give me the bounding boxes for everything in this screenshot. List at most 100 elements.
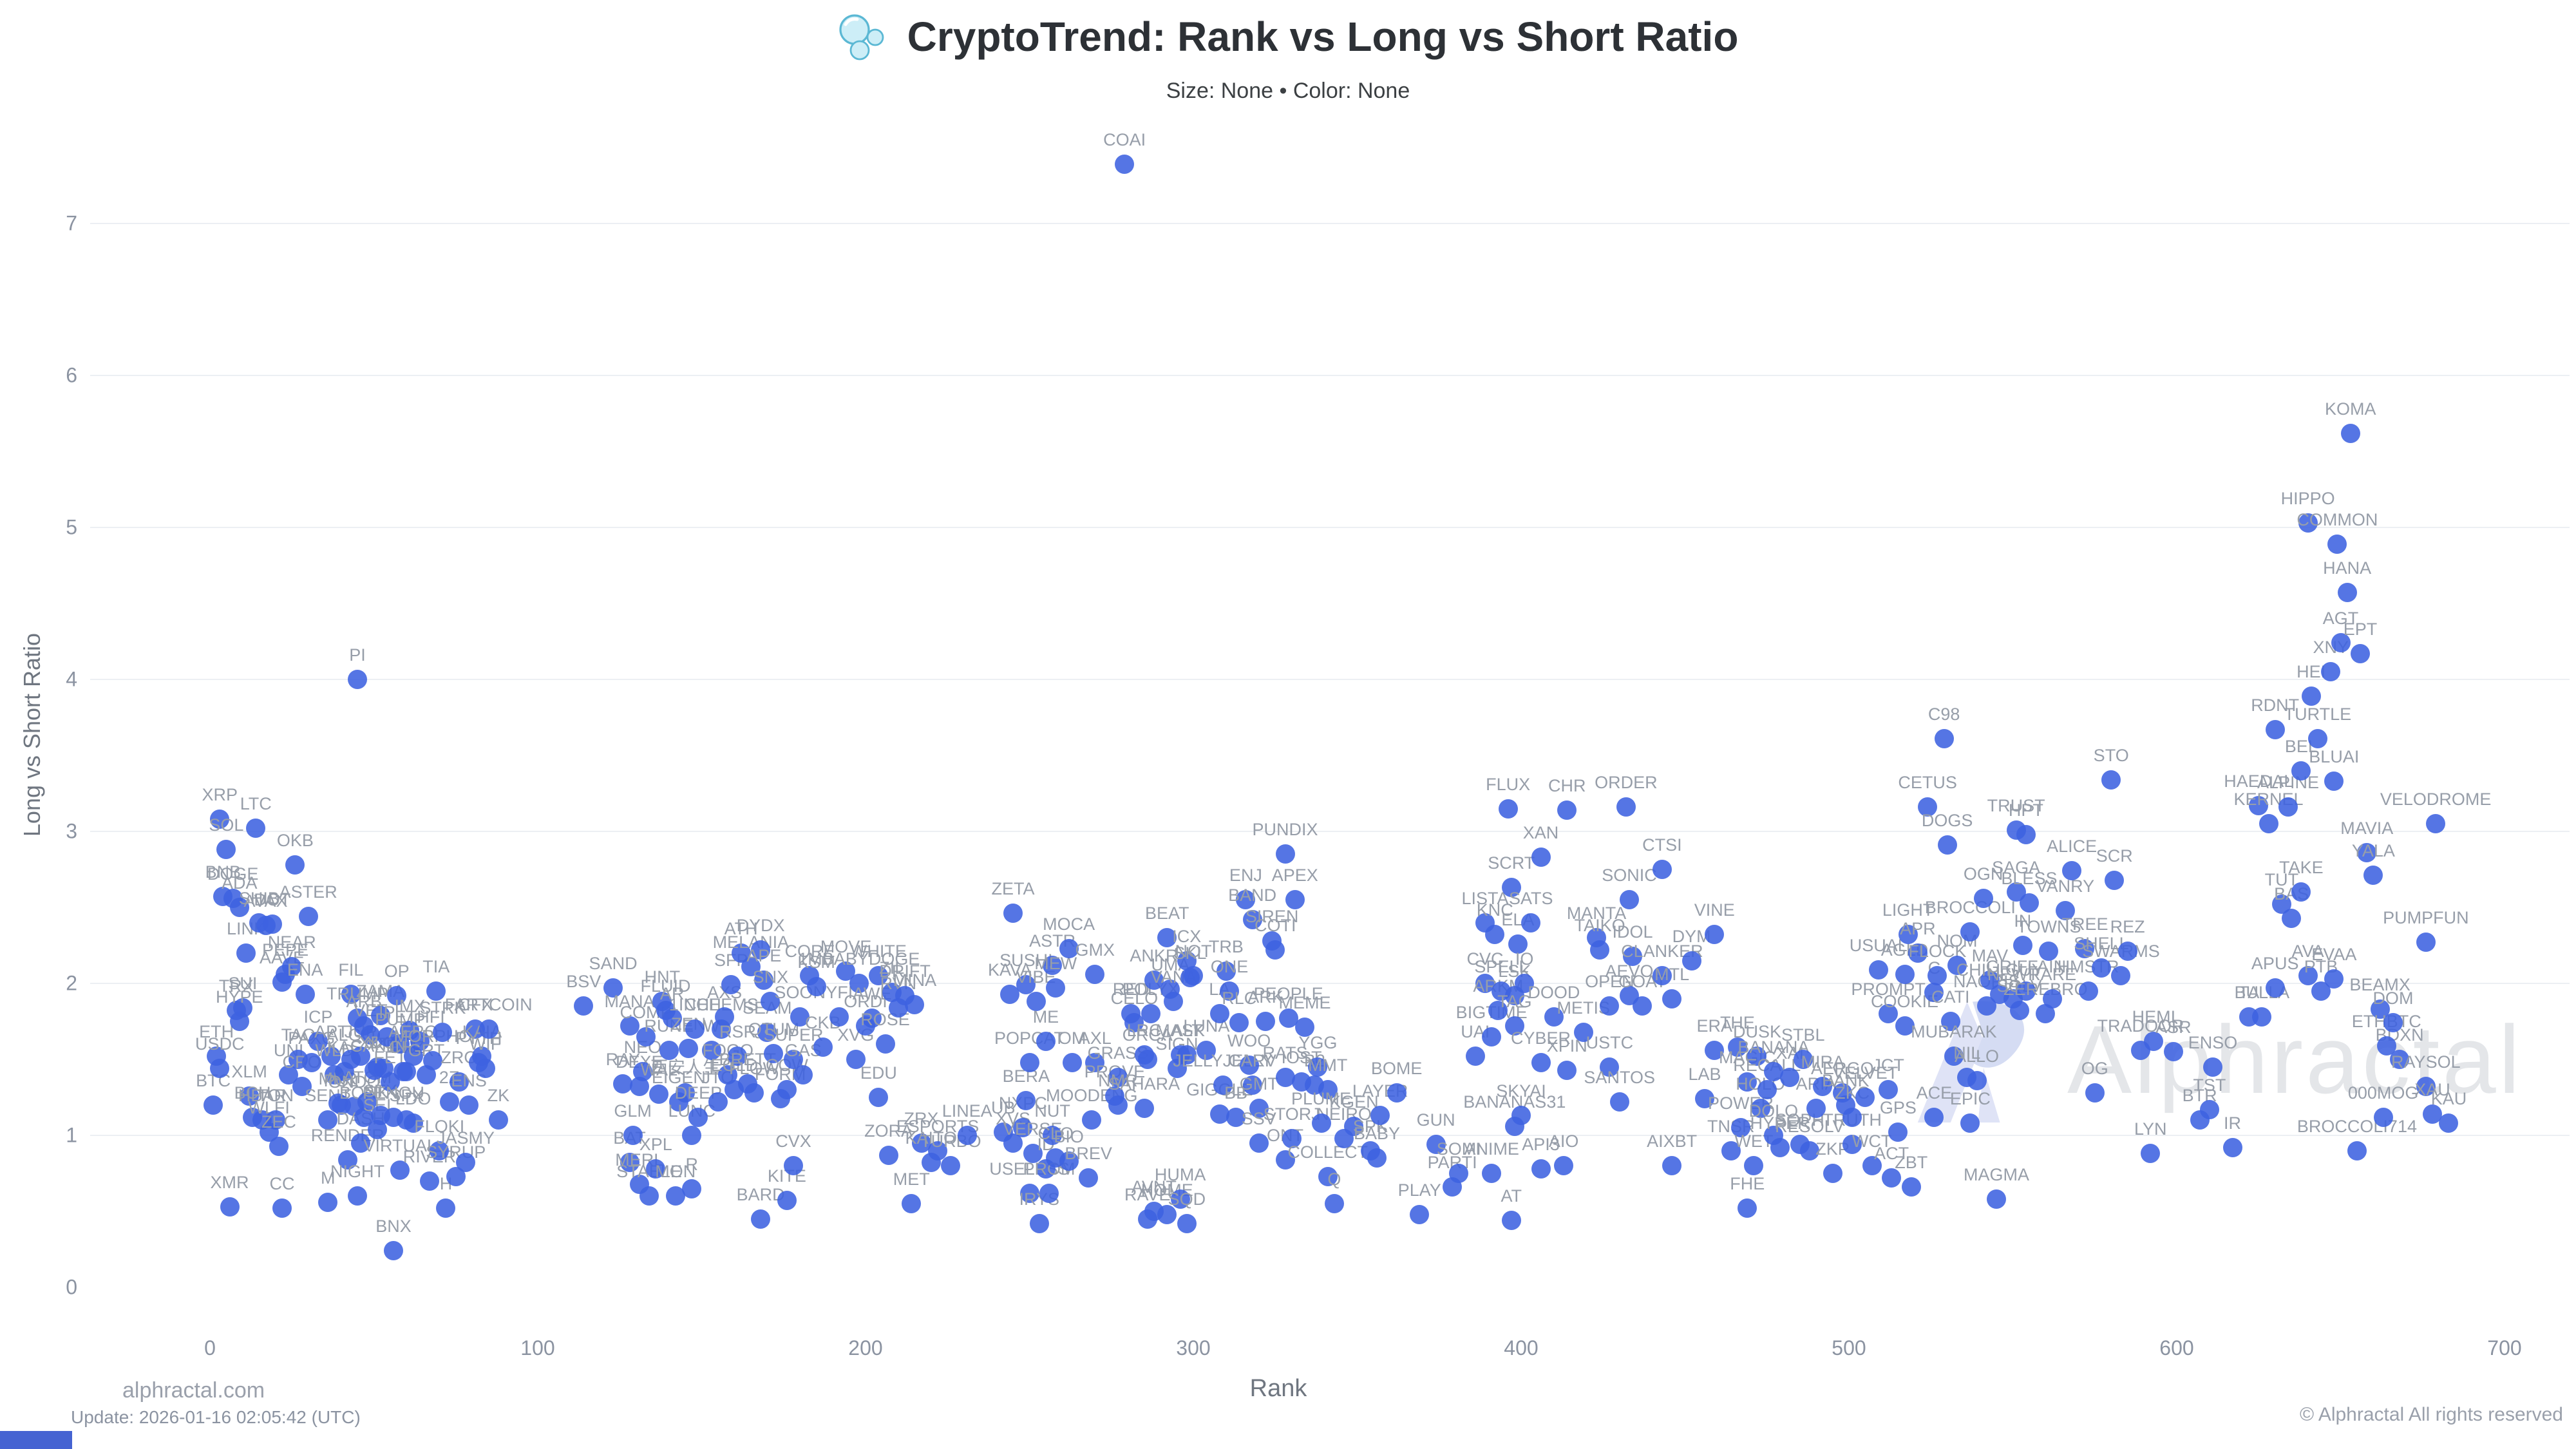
- data-point[interactable]: [1019, 1183, 1039, 1203]
- data-point[interactable]: [1134, 1098, 1154, 1118]
- data-point[interactable]: [1275, 1068, 1295, 1088]
- data-point[interactable]: [1013, 1118, 1033, 1138]
- data-point[interactable]: [1475, 974, 1495, 993]
- data-point[interactable]: [1482, 1027, 1502, 1046]
- data-point[interactable]: [1242, 909, 1262, 929]
- data-point[interactable]: [1544, 1007, 1564, 1027]
- data-point[interactable]: [1177, 1045, 1197, 1065]
- data-point[interactable]: [2301, 686, 2321, 706]
- data-point[interactable]: [957, 1126, 977, 1145]
- data-point[interactable]: [793, 1065, 813, 1084]
- data-point[interactable]: [1124, 1013, 1144, 1033]
- data-point[interactable]: [1590, 940, 1610, 960]
- data-point[interactable]: [751, 940, 771, 960]
- data-point[interactable]: [1531, 1052, 1551, 1072]
- data-point[interactable]: [999, 984, 1019, 1004]
- data-point[interactable]: [488, 1110, 508, 1130]
- data-point[interactable]: [1944, 1046, 1964, 1066]
- data-point[interactable]: [2416, 1077, 2436, 1097]
- data-point[interactable]: [1901, 1177, 1921, 1197]
- data-point[interactable]: [1282, 1128, 1302, 1148]
- data-point[interactable]: [1937, 835, 1957, 855]
- data-point[interactable]: [1449, 1164, 1469, 1183]
- data-point[interactable]: [1488, 1001, 1508, 1021]
- data-point[interactable]: [295, 984, 315, 1004]
- data-point[interactable]: [216, 840, 236, 860]
- data-point[interactable]: [685, 1019, 705, 1039]
- data-point[interactable]: [229, 1012, 249, 1031]
- data-point[interactable]: [269, 1136, 289, 1156]
- data-point[interactable]: [2291, 761, 2311, 781]
- data-point[interactable]: [2324, 772, 2344, 791]
- data-point[interactable]: [430, 1141, 450, 1160]
- data-point[interactable]: [478, 1019, 498, 1039]
- data-point[interactable]: [426, 981, 446, 1001]
- data-point[interactable]: [2144, 1031, 2164, 1051]
- data-point[interactable]: [1600, 996, 1620, 1016]
- data-point[interactable]: [2202, 1057, 2222, 1077]
- data-point[interactable]: [784, 1156, 804, 1176]
- data-point[interactable]: [1209, 1004, 1229, 1024]
- data-point[interactable]: [1255, 1012, 1275, 1031]
- data-point[interactable]: [2337, 583, 2357, 603]
- data-point[interactable]: [1482, 1164, 1502, 1183]
- data-point[interactable]: [1763, 1061, 1783, 1081]
- data-point[interactable]: [1318, 1080, 1338, 1100]
- data-point[interactable]: [1278, 1009, 1298, 1028]
- data-point[interactable]: [298, 907, 318, 927]
- data-point[interactable]: [1023, 1144, 1043, 1164]
- data-point[interactable]: [761, 992, 781, 1012]
- data-point[interactable]: [777, 1191, 797, 1211]
- data-point[interactable]: [1344, 1116, 1364, 1136]
- data-point[interactable]: [2278, 797, 2298, 817]
- data-point[interactable]: [2298, 966, 2318, 986]
- data-point[interactable]: [2324, 969, 2344, 989]
- data-point[interactable]: [2383, 1013, 2403, 1033]
- data-point[interactable]: [1924, 1107, 1944, 1127]
- data-point[interactable]: [941, 1156, 961, 1176]
- data-point[interactable]: [2016, 824, 2036, 844]
- data-point[interactable]: [1681, 951, 1701, 971]
- data-point[interactable]: [1793, 1050, 1813, 1069]
- data-point[interactable]: [1616, 797, 1636, 817]
- data-point[interactable]: [321, 1046, 341, 1066]
- data-point[interactable]: [2439, 1113, 2459, 1133]
- data-point[interactable]: [210, 810, 230, 829]
- data-point[interactable]: [2265, 719, 2285, 739]
- data-point[interactable]: [1799, 1141, 1819, 1160]
- data-point[interactable]: [1318, 1166, 1338, 1186]
- data-point[interactable]: [721, 975, 741, 995]
- data-point[interactable]: [2222, 1137, 2242, 1157]
- data-point[interactable]: [1177, 1213, 1197, 1233]
- data-point[interactable]: [1908, 943, 1927, 963]
- data-point[interactable]: [348, 670, 368, 689]
- data-point[interactable]: [1521, 913, 1541, 933]
- data-point[interactable]: [229, 898, 249, 917]
- data-point[interactable]: [1216, 961, 1236, 981]
- data-point[interactable]: [688, 1107, 708, 1127]
- data-point[interactable]: [265, 1110, 285, 1130]
- data-point[interactable]: [1046, 978, 1066, 998]
- data-point[interactable]: [1079, 1168, 1099, 1188]
- data-point[interactable]: [1882, 1168, 1902, 1188]
- data-point[interactable]: [1501, 1211, 1521, 1231]
- data-point[interactable]: [1557, 1060, 1577, 1080]
- data-point[interactable]: [2249, 795, 2269, 815]
- data-point[interactable]: [1721, 1141, 1741, 1160]
- data-point[interactable]: [1842, 1107, 1862, 1127]
- data-point[interactable]: [1311, 1113, 1331, 1133]
- data-point[interactable]: [708, 1092, 728, 1112]
- data-point[interactable]: [813, 1037, 833, 1057]
- data-point[interactable]: [676, 1083, 696, 1103]
- data-point[interactable]: [1888, 1122, 1908, 1142]
- data-point[interactable]: [210, 1059, 230, 1079]
- data-point[interactable]: [902, 1194, 922, 1214]
- data-point[interactable]: [662, 1009, 682, 1028]
- data-point[interactable]: [682, 1126, 702, 1145]
- data-point[interactable]: [623, 1126, 643, 1145]
- data-point[interactable]: [1662, 1156, 1682, 1176]
- data-point[interactable]: [348, 1186, 368, 1206]
- data-point[interactable]: [2307, 729, 2327, 749]
- data-point[interactable]: [1085, 1052, 1105, 1072]
- data-point[interactable]: [390, 1160, 410, 1180]
